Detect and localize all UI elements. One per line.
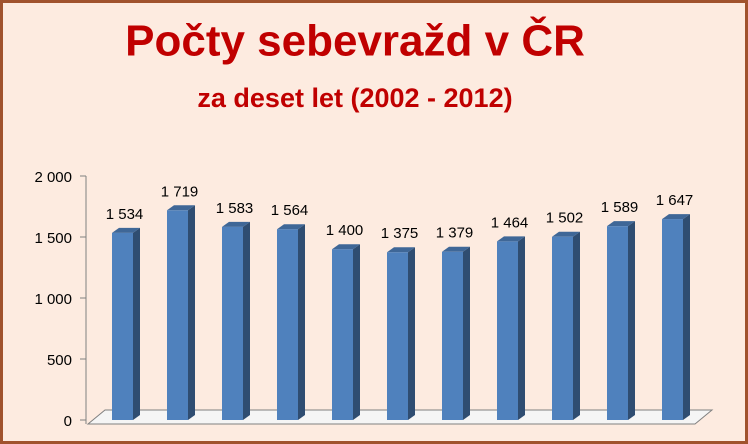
data-label: 1 589 [601,199,639,216]
y-tick-label: 1 000 [34,291,72,308]
bar-top [222,221,250,227]
y-tick-label: 0 [64,413,72,430]
bar-top [552,231,580,237]
y-tick-label: 500 [47,352,72,369]
bar-top [387,247,415,253]
bar-top [497,236,525,242]
y-tick-label: 1 500 [34,230,72,247]
chart-subtitle: za deset let (2002 - 2012) [197,83,512,113]
bar-top [442,246,470,252]
bar-top [277,224,305,230]
bar-top [112,227,140,233]
bar-top [607,221,635,227]
bar [112,232,133,420]
y-tick-label: 2 000 [34,169,72,186]
bar [662,219,683,420]
data-label: 1 564 [271,202,309,219]
bar-top [662,214,690,220]
bar-side [573,231,580,420]
data-label: 1 464 [491,214,529,231]
bar [277,229,298,420]
data-label: 1 719 [161,183,199,200]
bar-side [408,247,415,420]
bar-side [683,214,690,420]
bar [332,249,353,420]
chart-title: Počty sebevražd v ČR [125,15,585,66]
bar-side [133,227,140,420]
bar-side [463,246,470,420]
bar-side [243,221,250,420]
data-label: 1 375 [381,225,419,242]
bar [607,226,628,420]
data-label: 1 647 [656,192,694,209]
bar-top [332,244,360,250]
bar-side [298,224,305,420]
bar [222,226,243,420]
bar-side [188,205,195,420]
bar [497,241,518,420]
bar [442,251,463,420]
data-label: 1 400 [326,222,364,239]
bar-top [167,205,195,211]
bar [552,236,573,420]
bar [387,252,408,420]
data-label: 1 502 [546,210,584,227]
data-label: 1 379 [436,225,474,242]
bar-side [628,221,635,420]
data-label: 1 534 [106,206,144,223]
bar [167,210,188,420]
bar-side [518,236,525,420]
bar-side [353,244,360,420]
data-label: 1 583 [216,200,254,217]
